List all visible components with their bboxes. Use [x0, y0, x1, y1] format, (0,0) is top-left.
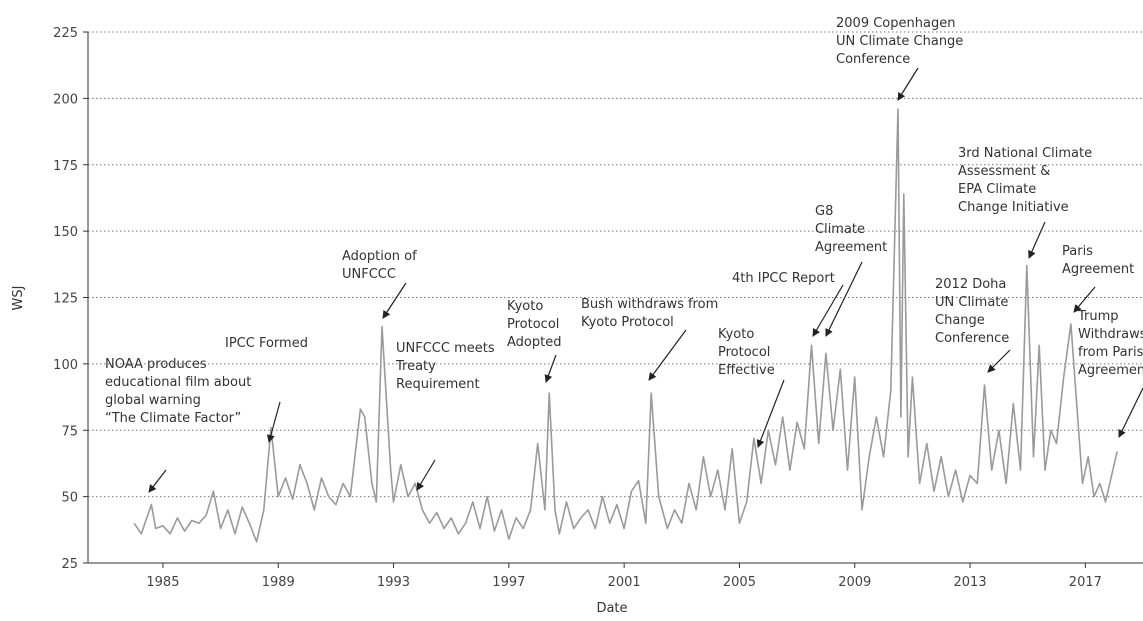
- annotation-text: UN Climate Change: [836, 34, 963, 49]
- annotation-text: UNFCCC: [342, 267, 396, 282]
- annotation-text: Assessment &: [958, 164, 1050, 179]
- annotation-text: Conference: [935, 331, 1009, 346]
- annotation-text: Kyoto: [507, 299, 543, 314]
- x-axis-label: Date: [596, 601, 627, 616]
- x-tick-label: 1997: [492, 575, 525, 590]
- y-tick-label: 225: [53, 26, 78, 41]
- x-tick-label: 1985: [146, 575, 179, 590]
- annotation-text: 2009 Copenhagen: [836, 16, 955, 31]
- y-tick-label: 25: [61, 557, 78, 572]
- annotation-text: UNFCCC meets: [396, 341, 495, 356]
- annotation-text: Agreement: [1062, 262, 1134, 277]
- annotation-arrow: [416, 459, 436, 491]
- annotation-arrow: [756, 379, 785, 448]
- annotation-arrow: [987, 349, 1011, 373]
- x-tick-label: 2017: [1069, 575, 1102, 590]
- annotation-text: Adopted: [507, 335, 561, 350]
- y-tick-label: 50: [61, 491, 78, 506]
- annotation-arrow: [266, 401, 281, 443]
- annotation-text: educational film about: [105, 375, 251, 390]
- annotation-text: Bush withdraws from: [581, 297, 718, 312]
- annotation-text: Withdraws: [1078, 327, 1143, 342]
- annotation-text: Protocol: [718, 345, 770, 360]
- x-tick-label: 2013: [954, 575, 987, 590]
- annotation-text: UN Climate: [935, 295, 1008, 310]
- annotation-arrow: [382, 282, 407, 319]
- annotation-text: Adoption of: [342, 249, 417, 264]
- annotation-arrow: [825, 261, 863, 337]
- y-axis-label: WSJ: [11, 286, 26, 311]
- annotation-text: “The Climate Factor”: [105, 411, 241, 426]
- annotation-text: Kyoto: [718, 327, 754, 342]
- annotation-text: Kyoto Protocol: [581, 315, 674, 330]
- annotation-arrow: [1028, 221, 1046, 259]
- line-series: [133, 108, 1118, 543]
- annotation-text: Effective: [718, 363, 775, 378]
- x-tick-label: 1989: [262, 575, 295, 590]
- x-tick-label: 2001: [608, 575, 641, 590]
- annotation-text: Treaty: [395, 359, 436, 374]
- annotation-arrow: [148, 469, 167, 493]
- annotation-text: EPA Climate: [958, 182, 1036, 197]
- annotation-text: global warning: [105, 393, 201, 408]
- annotation-text: Agreement: [815, 240, 887, 255]
- annotation-arrow: [648, 329, 687, 381]
- annotation-text: 4th IPCC Report: [732, 271, 835, 286]
- annotation-text: Requirement: [396, 377, 480, 392]
- annotation-text: Change Initiative: [958, 200, 1069, 215]
- annotation-text: Paris: [1062, 244, 1093, 259]
- x-tick-label: 2009: [838, 575, 871, 590]
- x-tick-label: 2005: [723, 575, 756, 590]
- annotation-text: IPCC Formed: [225, 336, 308, 351]
- annotation-arrow: [812, 284, 844, 337]
- annotation-text: Protocol: [507, 317, 559, 332]
- y-tick-label: 175: [53, 159, 78, 174]
- annotation-text: Change: [935, 313, 985, 328]
- y-tick-label: 200: [53, 92, 78, 107]
- annotation-arrow: [897, 67, 919, 101]
- annotation-text: Climate: [815, 222, 865, 237]
- annotation-arrow: [544, 354, 557, 383]
- annotation-text: from Paris: [1078, 345, 1143, 360]
- y-tick-label: 100: [53, 358, 78, 373]
- annotation-text: NOAA produces: [105, 357, 207, 372]
- y-tick-label: 75: [61, 424, 78, 439]
- annotation-text: G8: [815, 204, 833, 219]
- annotation-text: Conference: [836, 52, 910, 67]
- annotation-text: 2012 Doha: [935, 277, 1006, 292]
- x-tick-label: 1993: [377, 575, 410, 590]
- annotation-text: Agreement: [1078, 363, 1143, 378]
- annotation-text: 3rd National Climate: [958, 146, 1092, 161]
- y-tick-label: 125: [53, 292, 78, 307]
- y-tick-label: 150: [53, 225, 78, 240]
- annotation-text: Trump: [1077, 309, 1119, 324]
- annotation-arrow: [1118, 387, 1143, 438]
- annotation-arrow: [1073, 286, 1096, 313]
